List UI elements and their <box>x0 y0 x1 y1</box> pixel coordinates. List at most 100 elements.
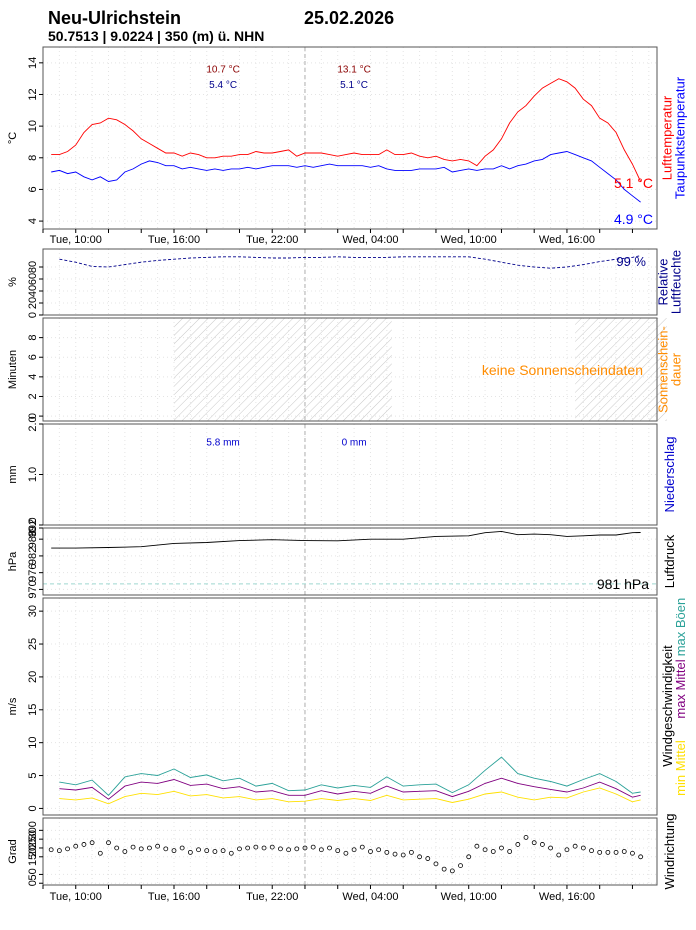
series-line-min-mittel <box>59 787 641 805</box>
y-tick-label: 25 <box>27 638 39 650</box>
direction-point <box>310 844 316 850</box>
direction-point <box>482 847 488 853</box>
current-pressure: 981 hPa <box>597 576 649 592</box>
x-axis-bottom: Tue, 10:00 Tue, 16:00 Tue, 22:00 Wed, 04:00… <box>42 885 633 903</box>
direction-point <box>81 842 87 847</box>
series-line-lufttemperatur <box>51 78 642 182</box>
y-tick-label: 8 <box>27 335 39 341</box>
y-tick-label: 8 <box>27 155 39 161</box>
direction-point <box>359 844 365 850</box>
y-tick-label: 976 <box>27 563 39 581</box>
direction-point <box>466 854 472 860</box>
side-label: Luftdruck <box>662 534 677 588</box>
no-data-hatch <box>173 318 392 421</box>
direction-point <box>539 842 545 847</box>
direction-point <box>548 845 553 851</box>
direction-point <box>515 842 521 847</box>
direction-point <box>163 846 169 852</box>
daily-summary-label: 0 mm <box>342 438 367 449</box>
direction-point <box>237 846 242 852</box>
side-label: max Mittel <box>673 659 688 718</box>
y-tick-label: 982 <box>27 547 39 565</box>
series-line-max-mittel <box>59 777 641 800</box>
direction-point <box>261 845 267 851</box>
y-axis-title: % <box>7 277 19 287</box>
side-label: Niederschlag <box>662 437 677 513</box>
side-label: Relative <box>656 259 671 306</box>
x-tick-label: Tue, 16:00 <box>148 891 200 903</box>
direction-point <box>286 847 292 853</box>
direction-point <box>441 866 447 872</box>
direction-point <box>114 845 120 851</box>
y-axis-title: Grad <box>7 839 19 863</box>
y-tick-label: 992 <box>27 519 39 537</box>
y-tick-label: 60 <box>27 273 39 285</box>
station-coordinates: 50.7513 | 9.0224 | 350 (m) ü. NHN <box>48 28 265 44</box>
y-tick-label: 6 <box>27 186 39 192</box>
y-tick-label: 14 <box>27 57 39 69</box>
y-tick-label: 300 <box>27 821 39 839</box>
side-label: Lufttemperatur <box>660 95 675 180</box>
direction-point <box>531 840 537 846</box>
direction-point <box>179 845 185 851</box>
side-label: Sonnenschein- <box>656 326 671 413</box>
side-label: max Böen <box>673 598 688 657</box>
y-tick-label: 6 <box>27 354 39 360</box>
direction-point <box>212 849 218 854</box>
x-axis-top: Tue, 10:00 Tue, 16:00 Tue, 22:00 Wed, 04:00… <box>42 229 633 246</box>
side-label: Luftfeuchte <box>669 250 684 314</box>
direction-point <box>138 846 144 852</box>
y-tick-label: 20 <box>27 671 39 683</box>
direction-point <box>204 848 210 854</box>
y-axis-title: Minuten <box>7 350 19 389</box>
y-tick-label: 2 <box>27 393 39 399</box>
date-title: 25.02.2026 <box>304 8 395 28</box>
y-tick-label: 200 <box>27 839 39 857</box>
direction-point <box>417 854 422 860</box>
side-label: Taupunktstemperatur <box>673 76 688 199</box>
direction-point <box>458 863 463 869</box>
x-tick-label: Wed, 16:00 <box>539 234 595 246</box>
y-tick-label: 150 <box>27 848 39 866</box>
direction-point <box>130 844 136 850</box>
y-tick-label: 0 <box>27 805 39 811</box>
y-tick-label: 12 <box>27 88 39 100</box>
y-tick-label: 80 <box>27 261 39 273</box>
y-axis-title: m/s <box>7 697 19 715</box>
panel-precipitation: 0.0 1.0 2.0 mm 5.8 mm 0 mm Niederschlag <box>7 416 677 532</box>
panel-sunshine: 0 2 4 6 8 Minuten keine Sonnenscheindaten Sonne… <box>7 317 684 422</box>
direction-point <box>597 849 603 855</box>
y-tick-label: 2.0 <box>27 416 39 431</box>
direction-point <box>433 861 439 867</box>
y-tick-label: 4 <box>27 374 39 380</box>
y-axis-title: °C <box>7 132 19 144</box>
y-tick-label: 20 <box>27 297 39 309</box>
direction-point <box>122 849 128 854</box>
series-line-taupunktstemperatur <box>51 151 641 203</box>
y-tick-label: 1.0 <box>27 467 39 482</box>
direction-point <box>245 845 251 851</box>
y-tick-label: 0.0 <box>27 517 39 532</box>
direction-point <box>269 844 275 850</box>
direction-point <box>343 850 349 856</box>
direction-point <box>564 847 570 853</box>
x-tick-label: Wed, 10:00 <box>441 891 497 903</box>
direction-point <box>56 848 62 854</box>
panel-frame <box>42 317 658 422</box>
x-tick-label: Tue, 16:00 <box>148 234 200 246</box>
direction-point <box>556 852 562 858</box>
direction-point <box>294 846 300 852</box>
direction-point <box>147 845 152 851</box>
side-label: Windrichtung <box>662 814 677 890</box>
direction-point <box>327 845 332 851</box>
direction-point <box>171 848 177 854</box>
daily-summary-label: 10.7 °C <box>206 64 239 75</box>
direction-point <box>89 840 95 846</box>
station-title: Neu-Ulrichstein <box>48 8 182 28</box>
no-sunshine-data-label: keine Sonnenscheindaten <box>482 362 643 378</box>
panel-frame <box>42 248 658 316</box>
y-tick-label: 0 <box>27 413 39 419</box>
series-line-max-böen <box>59 756 641 796</box>
direction-point <box>572 843 578 849</box>
